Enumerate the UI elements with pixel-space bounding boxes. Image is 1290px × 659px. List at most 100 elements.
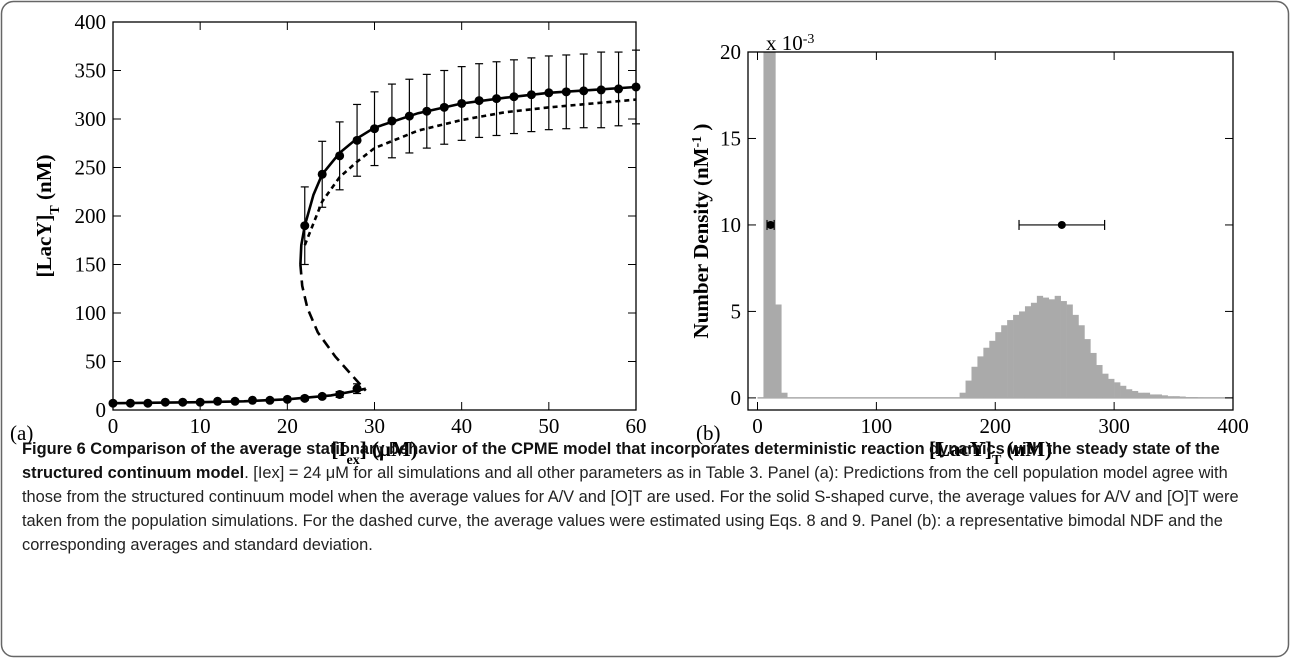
hist-bar (1173, 396, 1180, 398)
marker (422, 106, 432, 116)
marker (317, 169, 327, 179)
y-tick-label: 350 (75, 59, 107, 83)
y-tick-label: 100 (75, 301, 107, 325)
hist-bar (1001, 325, 1008, 398)
hist-bar (1048, 299, 1055, 398)
y-scale-label-part: -3 (803, 32, 815, 47)
y-axis-label-part: [LacY] (32, 215, 56, 278)
hist-bar (959, 392, 966, 398)
x-tick-label: 400 (1217, 414, 1249, 438)
hist-bar (1131, 390, 1139, 398)
hist-bar (775, 304, 782, 398)
marker (265, 395, 275, 405)
y-axis-label-part: T (48, 205, 63, 215)
marker (526, 90, 536, 100)
hist-bar (1042, 297, 1050, 398)
marker (230, 396, 240, 406)
y-scale-label-part: x 10 (766, 31, 803, 55)
hist-bar (1149, 394, 1157, 398)
hist-bar (1030, 302, 1038, 398)
hist-bar (983, 347, 990, 398)
y-tick-label: 200 (75, 204, 107, 228)
y-tick-label: 250 (75, 156, 107, 180)
marker (213, 396, 223, 406)
hist-bar (1197, 397, 1204, 398)
marker (352, 135, 362, 145)
hist-bar (1102, 373, 1109, 398)
hist-bar (1019, 311, 1026, 398)
x-axis-label: [Iex] (μM) (331, 437, 417, 468)
axes-box (112, 21, 637, 411)
marker (178, 397, 188, 407)
marker (335, 151, 345, 161)
x-axis-label-part: T (992, 453, 1002, 468)
x-tick-label: 0 (752, 414, 763, 438)
hist-bar (1078, 325, 1085, 398)
marker (143, 398, 153, 408)
marker (474, 96, 484, 106)
y-tick-label: 0 (731, 386, 742, 410)
axes-box (747, 51, 1234, 411)
y-tick-label: 150 (75, 253, 107, 277)
hist-bar (965, 380, 972, 398)
y-tick-label: 400 (75, 10, 107, 34)
x-tick-label: 200 (980, 414, 1012, 438)
y-axis-label-part: -1 (690, 136, 705, 148)
hist-bar (1066, 304, 1073, 398)
x-tick-label: 10 (190, 414, 211, 438)
hist-bar (1096, 365, 1103, 398)
y-tick-label: 5 (731, 299, 742, 323)
caption: Figure 6 Comparison of the average stati… (22, 437, 1268, 557)
curve (299, 85, 636, 265)
marker (614, 84, 624, 94)
hist-bar (1084, 339, 1091, 398)
x-tick-label: 300 (1098, 414, 1130, 438)
hist-bar (1114, 382, 1121, 398)
hist-bar (1126, 389, 1133, 398)
hist-bar (1167, 396, 1174, 398)
hist-bar (1024, 306, 1032, 398)
x-tick-label: 60 (626, 414, 647, 438)
marker (282, 394, 292, 404)
hist-bar (1036, 295, 1044, 398)
y-axis-label-part: Number Density (nM (689, 147, 713, 338)
x-tick-label: 30 (364, 414, 385, 438)
x-axis-label-part: ex (346, 453, 359, 468)
hist-bar (763, 52, 770, 398)
x-tick-label: 20 (277, 414, 298, 438)
marker (596, 85, 606, 95)
marker (125, 398, 135, 408)
marker (370, 124, 379, 134)
hist-bar (1072, 314, 1079, 398)
panel-label: (b) (696, 421, 721, 445)
caption-title: Figure 6 Comparison of the average stati… (22, 440, 1220, 482)
y-tick-label: 50 (85, 350, 106, 374)
marker (317, 391, 327, 401)
hist-bar (1179, 396, 1186, 398)
panel-label: (a) (10, 421, 33, 445)
y-axis-label: Number Density (nM-1 ) (689, 124, 713, 339)
x-axis-label: [LacY]T (nM) (929, 437, 1052, 468)
marker (509, 92, 519, 102)
marker (439, 102, 449, 112)
marker (335, 389, 345, 399)
hist-bar (971, 366, 978, 398)
x-axis-label-part: ] (μM) (360, 437, 418, 461)
marker (387, 116, 397, 126)
x-tick-label: 100 (861, 414, 893, 438)
hist-bar (1191, 397, 1198, 398)
hist-bar (769, 52, 776, 398)
x-tick-label: 50 (538, 414, 559, 438)
y-tick-label: 0 (96, 398, 107, 422)
marker (766, 220, 775, 229)
marker (247, 395, 257, 405)
marker (352, 384, 362, 394)
marker (544, 88, 554, 98)
y-tick-label: 10 (720, 213, 741, 237)
marker (160, 397, 170, 407)
hist-bar (1120, 385, 1127, 398)
hist-bar (1161, 395, 1168, 398)
y-axis-label: [LacY]T (nM) (32, 154, 63, 277)
